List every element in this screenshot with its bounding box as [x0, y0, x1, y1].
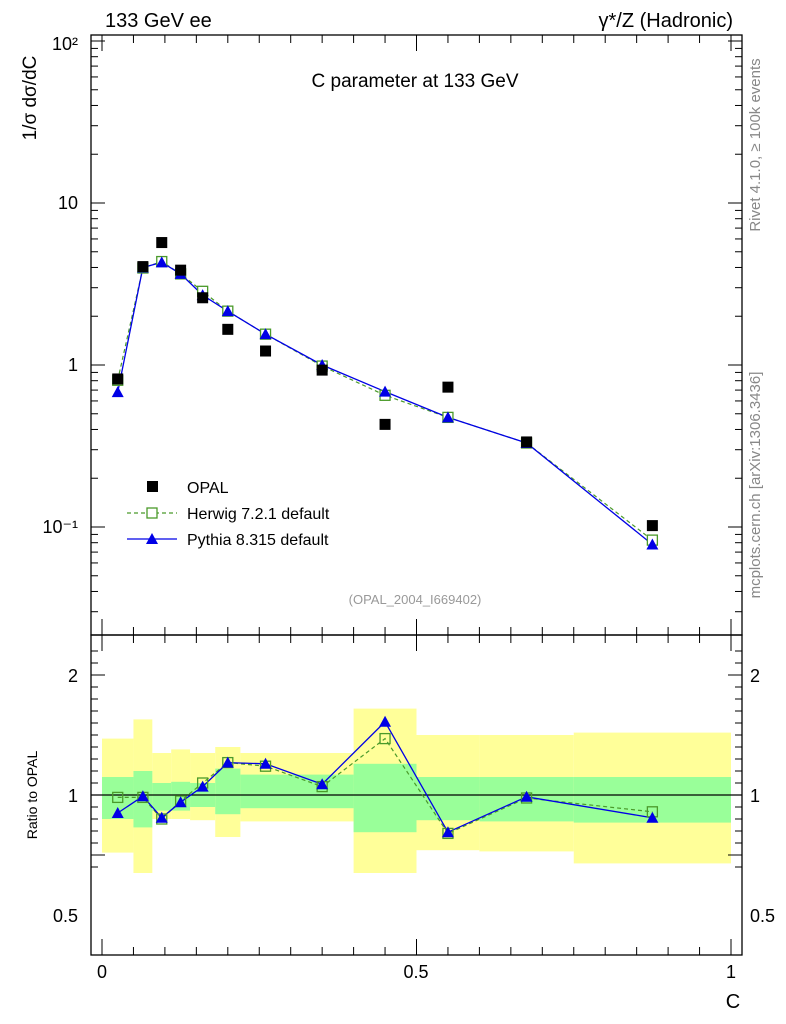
pythia-ratio-point [155, 811, 168, 823]
pythia-point [111, 386, 124, 398]
legend-label-opal: OPAL [187, 480, 229, 497]
ratio-y-tick-label-right: 1 [750, 786, 760, 806]
pythia-point [379, 385, 392, 397]
herwig-ratio-line [117, 737, 653, 835]
stat-uncertainty-band [353, 763, 417, 833]
legend-marker-opal [147, 481, 158, 492]
header-left: 133 GeV ee [105, 10, 212, 32]
pythia-point [221, 305, 234, 317]
opal-data-point [379, 418, 391, 430]
x-tick-label: 1 [726, 962, 736, 982]
pythia-point [646, 538, 659, 550]
pythia-ratio-point [379, 715, 392, 727]
opal-data-point [646, 520, 658, 532]
stat-uncertainty-band [416, 777, 480, 821]
herwig-ratio-point [379, 732, 391, 745]
opal-data-point [197, 292, 209, 304]
legend-marker-herwig [146, 507, 158, 519]
pythia-ratio-point [259, 757, 272, 769]
ratio-y-axis-label: Ratio to OPAL [24, 751, 40, 840]
opal-data-point [222, 323, 234, 335]
pythia-ratio-point [441, 826, 454, 838]
pythia-point [259, 328, 272, 340]
stat-uncertainty-band [152, 783, 172, 811]
legend-label-pythia: Pythia 8.315 default [187, 532, 329, 549]
herwig-ratio-point [112, 791, 124, 804]
legend-marker-pythia [146, 533, 158, 544]
pythia-ratio-point [111, 807, 124, 818]
opal-data-point [316, 364, 328, 376]
ratio-y-tick-label: 1 [68, 786, 78, 806]
x-tick-label: 0.5 [403, 962, 428, 982]
pythia-ratio-point [520, 790, 533, 802]
pythia-ratio-point [174, 796, 187, 808]
pythia-ratio-point [316, 778, 329, 790]
y-tick-label: 10 [58, 193, 78, 213]
opal-data-point [260, 345, 272, 357]
side-source-label: mcplots.cern.ch [arXiv:1306.3436] [747, 372, 764, 599]
pythia-ratio-point [646, 811, 659, 823]
ratio-panel: Ratio to OPAL 2 1 0.5 2 1 0.5 0 0.5 1 C [24, 634, 775, 1013]
main-y-axis-label: 1/σ dσ/dC [20, 56, 41, 141]
y-tick-label: 1 [68, 355, 78, 375]
ratio-y-tick-label: 0.5 [53, 906, 78, 926]
pythia-ratio-point [196, 780, 209, 792]
header-right: γ*/Z (Hadronic) [599, 10, 733, 32]
opal-data-point [112, 373, 124, 385]
y-tick-label: 10⁻¹ [42, 517, 78, 537]
pythia-line [117, 261, 653, 545]
legend-label-herwig: Herwig 7.2.1 default [187, 506, 330, 523]
x-axis-label: C [726, 991, 740, 1013]
ratio-y-tick-label-right: 0.5 [750, 906, 775, 926]
pythia-point [155, 256, 168, 268]
pythia-ratio-point [221, 756, 234, 768]
legend: OPAL Herwig 7.2.1 default Pythia 8.315 d… [127, 480, 330, 549]
stat-uncertainty-band [240, 774, 354, 809]
opal-data-point [156, 237, 168, 249]
y-tick-label: 10² [52, 34, 78, 54]
ratio-y-tick-label: 2 [68, 666, 78, 686]
main-chart-title: C parameter at 133 GeV [312, 71, 519, 92]
pythia-point [441, 411, 454, 423]
main-panel: C parameter at 133 GeV (OPAL_2004_I66940… [20, 34, 743, 636]
side-version-label: Rivet 4.1.0, ≥ 100k events [747, 58, 764, 231]
opal-data-point [442, 381, 454, 393]
opal-data-point [137, 261, 149, 273]
pythia-ratio-point [136, 790, 149, 802]
x-tick-label: 0 [97, 962, 107, 982]
ratio-y-tick-label-right: 2 [750, 666, 760, 686]
analysis-tag: (OPAL_2004_I669402) [349, 592, 482, 607]
opal-data-point [175, 264, 187, 276]
opal-data-point [521, 436, 533, 448]
stat-uncertainty-band [215, 768, 241, 815]
